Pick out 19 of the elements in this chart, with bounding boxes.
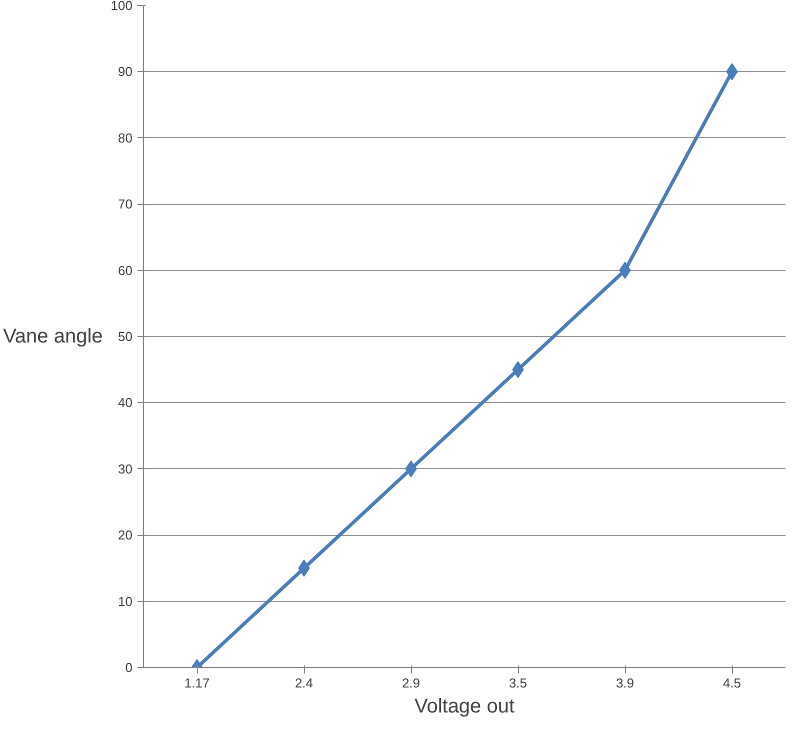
y-tick-label: 60 xyxy=(118,262,133,278)
x-tick-label: 2.9 xyxy=(402,676,420,690)
x-tick-label: 2.4 xyxy=(294,676,314,690)
y-tick-label: 20 xyxy=(118,528,133,543)
x-tick-label: 1.17 xyxy=(184,676,210,690)
y-tick-label: 50 xyxy=(118,329,133,344)
x-tick-label: 3.5 xyxy=(508,676,528,690)
y-axis-title: Vane angle xyxy=(3,326,103,348)
x-tick-label: 4.5 xyxy=(722,676,742,690)
y-tick-label: 70 xyxy=(118,196,133,212)
y-tick-label: 10 xyxy=(118,594,133,609)
y-tick-label: 90 xyxy=(118,64,133,80)
y-tick-label: 40 xyxy=(118,395,133,410)
y-tick-label: 0 xyxy=(125,660,133,675)
x-axis-title: Voltage out xyxy=(414,696,515,718)
y-tick-label: 80 xyxy=(118,130,133,146)
y-tick-label: 30 xyxy=(118,461,133,476)
x-tick-label: 3.9 xyxy=(616,676,634,690)
y-tick-label: 100 xyxy=(110,0,133,13)
